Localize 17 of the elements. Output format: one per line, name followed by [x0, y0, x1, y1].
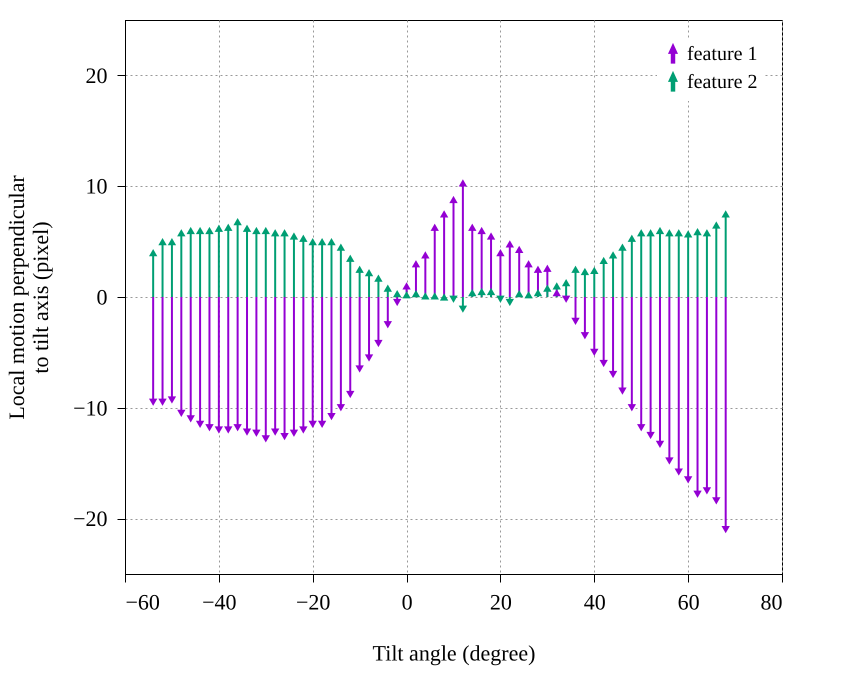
y-tick-label: 10 — [86, 174, 108, 199]
legend-label: feature 1 — [687, 43, 758, 65]
x-tick-label: 60 — [678, 590, 700, 614]
x-tick-label: 0 — [402, 590, 413, 614]
x-tick-label: 40 — [584, 590, 606, 614]
x-tick-label: −20 — [296, 590, 330, 614]
y-tick-label: 20 — [86, 62, 108, 88]
legend-label: feature 2 — [687, 71, 758, 93]
y-tick-label: −10 — [73, 395, 108, 420]
y-tick-label: 0 — [96, 284, 108, 310]
x-tick-label: 80 — [760, 590, 782, 614]
y-tick-label: −20 — [73, 506, 108, 532]
x-axis-title: Tilt angle (degree) — [372, 640, 536, 666]
x-tick-label: −60 — [126, 590, 160, 614]
x-tick-label: −40 — [202, 590, 237, 614]
y-axis-title: Local motion perpendicular to tilt axis (pixel) — [4, 174, 54, 420]
x-tick-label: 20 — [490, 590, 512, 614]
